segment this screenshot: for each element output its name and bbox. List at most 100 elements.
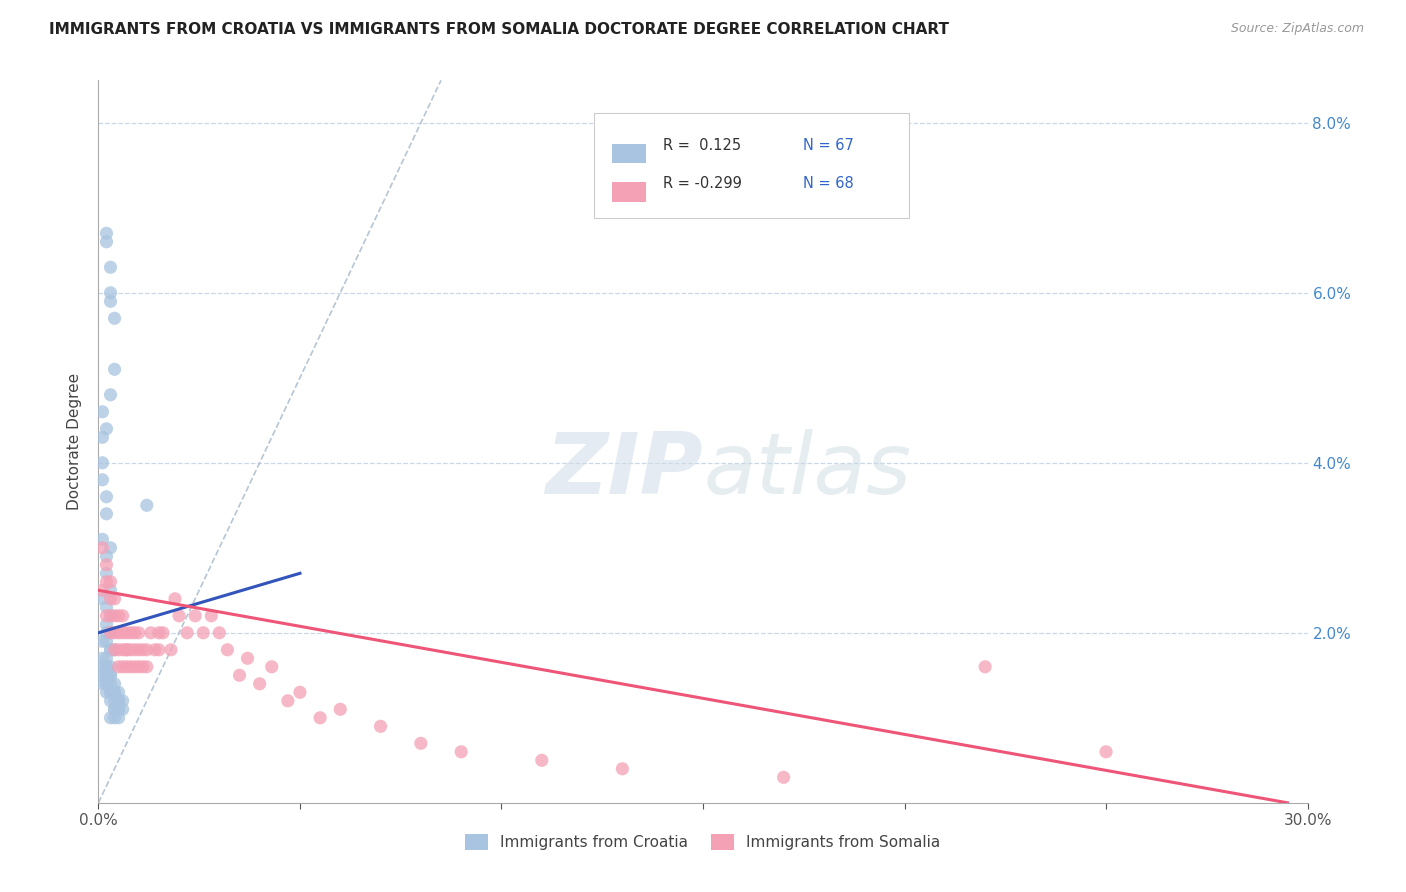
Point: [111, 702, 134, 716]
Point: [103, 642, 125, 657]
Text: N = 67: N = 67: [803, 137, 855, 153]
Point: [96, 660, 118, 674]
Point: [111, 642, 134, 657]
Point: [96, 549, 118, 564]
Point: [91, 651, 114, 665]
Point: [96, 227, 118, 241]
Point: [135, 660, 157, 674]
Point: [288, 685, 311, 699]
Point: [96, 600, 118, 615]
Point: [107, 685, 129, 699]
Point: [228, 668, 250, 682]
Point: [135, 642, 157, 657]
Point: [135, 498, 157, 512]
Point: [208, 625, 231, 640]
Point: [530, 753, 553, 767]
Y-axis label: Doctorate Degree: Doctorate Degree: [67, 373, 83, 510]
Point: [91, 591, 114, 606]
Point: [128, 660, 150, 674]
Point: [96, 677, 118, 691]
Point: [91, 456, 114, 470]
Point: [96, 668, 118, 682]
Bar: [613, 144, 647, 163]
Point: [103, 677, 125, 691]
Point: [772, 770, 794, 784]
Point: [96, 617, 118, 632]
Point: [96, 668, 118, 682]
Point: [167, 608, 190, 623]
Point: [96, 566, 118, 581]
Point: [103, 702, 125, 716]
Point: [115, 642, 138, 657]
Text: N = 68: N = 68: [803, 176, 853, 191]
Point: [115, 625, 138, 640]
Point: [96, 507, 118, 521]
Point: [100, 642, 122, 657]
Point: [96, 422, 118, 436]
Point: [107, 702, 129, 716]
Point: [103, 311, 125, 326]
Point: [329, 702, 352, 716]
Point: [91, 668, 114, 682]
Point: [91, 660, 114, 674]
Text: ZIP: ZIP: [546, 429, 703, 512]
Point: [91, 583, 114, 598]
Point: [111, 608, 134, 623]
Point: [148, 642, 170, 657]
FancyBboxPatch shape: [595, 112, 908, 218]
Point: [91, 430, 114, 444]
Point: [143, 642, 166, 657]
Point: [612, 762, 634, 776]
Text: atlas: atlas: [703, 429, 911, 512]
Point: [115, 642, 138, 657]
Point: [236, 651, 259, 665]
Point: [96, 651, 118, 665]
Point: [107, 694, 129, 708]
Point: [100, 285, 122, 300]
Point: [100, 694, 122, 708]
Point: [111, 694, 134, 708]
Point: [309, 711, 332, 725]
Point: [100, 660, 122, 674]
Point: [100, 541, 122, 555]
Point: [100, 591, 122, 606]
Point: [91, 634, 114, 648]
Point: [107, 660, 129, 674]
Point: [132, 660, 155, 674]
Point: [974, 660, 997, 674]
Point: [107, 702, 129, 716]
Point: [100, 388, 122, 402]
Point: [128, 642, 150, 657]
Point: [1095, 745, 1118, 759]
Point: [91, 405, 114, 419]
Point: [96, 558, 118, 572]
Point: [200, 608, 222, 623]
Point: [96, 490, 118, 504]
Point: [120, 660, 142, 674]
Point: [124, 625, 146, 640]
Point: [103, 685, 125, 699]
Point: [409, 736, 432, 750]
Text: IMMIGRANTS FROM CROATIA VS IMMIGRANTS FROM SOMALIA DOCTORATE DEGREE CORRELATION : IMMIGRANTS FROM CROATIA VS IMMIGRANTS FR…: [49, 22, 949, 37]
Point: [100, 260, 122, 275]
Point: [103, 642, 125, 657]
Point: [107, 694, 129, 708]
Point: [152, 625, 174, 640]
Point: [124, 642, 146, 657]
Point: [107, 625, 129, 640]
Point: [96, 235, 118, 249]
Text: R =  0.125: R = 0.125: [664, 137, 741, 153]
Point: [103, 362, 125, 376]
Point: [260, 660, 283, 674]
Point: [120, 625, 142, 640]
Point: [96, 685, 118, 699]
Point: [100, 294, 122, 309]
Point: [91, 533, 114, 547]
Point: [103, 694, 125, 708]
Point: [100, 677, 122, 691]
Point: [100, 583, 122, 598]
Point: [217, 642, 239, 657]
Point: [103, 702, 125, 716]
Point: [184, 608, 207, 623]
Point: [103, 591, 125, 606]
